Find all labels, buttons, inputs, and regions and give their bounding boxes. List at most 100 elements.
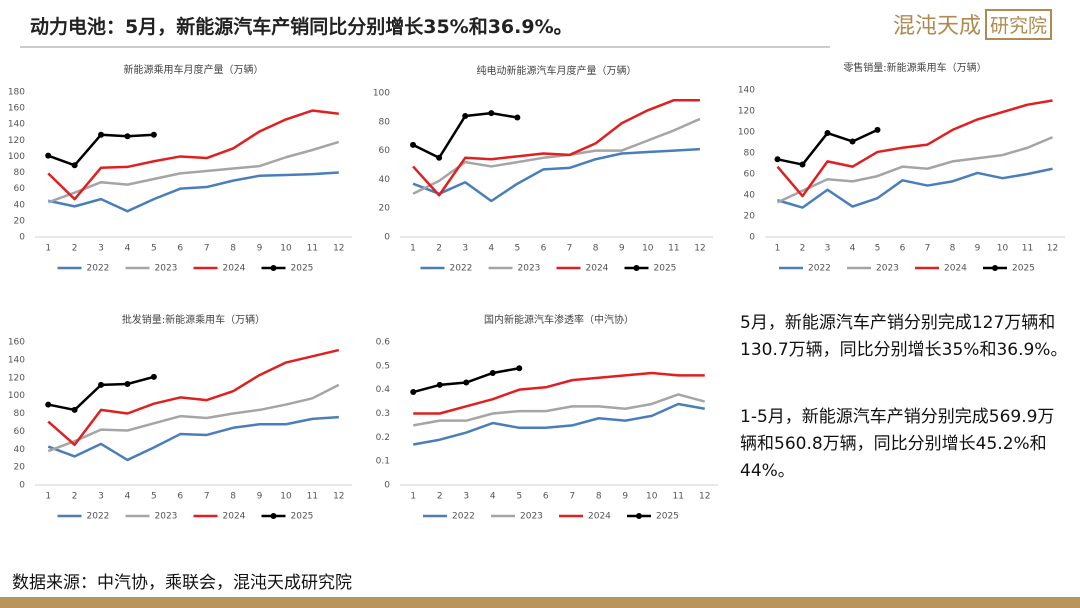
x-tick-label: 11 xyxy=(673,492,684,502)
series-line xyxy=(777,167,1053,209)
series-line xyxy=(47,415,339,462)
legend-marker xyxy=(270,513,277,519)
y-tick-label: 120 xyxy=(738,107,755,117)
y-tick-label: 140 xyxy=(8,355,25,365)
point xyxy=(45,152,52,159)
series-line xyxy=(47,133,154,167)
x-tick-label: 6 xyxy=(900,244,906,254)
chart-title: 新能源乘用车月度产量（万辆） xyxy=(124,63,264,76)
legend-marker xyxy=(992,265,998,271)
point xyxy=(150,373,157,380)
x-tick-label: 5 xyxy=(875,244,881,254)
x-tick-label: 5 xyxy=(516,492,522,502)
x-tick-label: 7 xyxy=(569,492,575,502)
footer-bar xyxy=(0,597,1080,608)
x-tick-label: 1 xyxy=(410,492,416,502)
x-tick-label: 1 xyxy=(45,492,51,502)
x-tick-label: 9 xyxy=(619,244,625,254)
x-tick-label: 4 xyxy=(850,244,856,254)
x-tick-label: 2 xyxy=(437,492,443,502)
point xyxy=(514,114,521,121)
point xyxy=(774,156,781,163)
x-tick-label: 10 xyxy=(642,244,654,254)
point xyxy=(71,162,78,169)
series-line xyxy=(47,171,339,213)
legend-label: 2022 xyxy=(452,512,475,522)
x-tick-label: 3 xyxy=(463,492,469,502)
point xyxy=(824,130,831,137)
x-tick-label: 11 xyxy=(307,492,318,502)
y-tick-label: 80 xyxy=(14,409,26,419)
x-tick-label: 3 xyxy=(462,244,468,254)
x-tick-label: 9 xyxy=(622,492,628,502)
legend-label: 2025 xyxy=(654,264,677,274)
x-tick-label: 7 xyxy=(204,492,210,502)
y-tick-label: 40 xyxy=(14,200,26,210)
x-tick-label: 9 xyxy=(257,244,263,254)
series-line xyxy=(47,140,340,204)
series-line xyxy=(412,117,701,195)
series-line xyxy=(776,136,1053,204)
slide-title: 动力电池：5月，新能源汽车产销同比分别增长35%和36.9%。 xyxy=(30,16,573,38)
point xyxy=(410,141,417,148)
x-tick-label: 10 xyxy=(646,492,658,502)
x-tick-label: 8 xyxy=(230,244,236,254)
point xyxy=(488,110,495,117)
y-tick-label: 40 xyxy=(14,445,26,455)
y-tick-label: 180 xyxy=(8,88,25,98)
point xyxy=(124,133,131,140)
series-line xyxy=(413,371,705,415)
x-tick-label: 2 xyxy=(436,244,442,254)
legend-label: 2022 xyxy=(87,512,110,522)
x-tick-label: 6 xyxy=(177,244,183,254)
y-tick-label: 20 xyxy=(14,216,26,226)
x-tick-label: 6 xyxy=(177,492,183,502)
legend-marker xyxy=(633,265,640,271)
y-tick-label: 100 xyxy=(373,89,390,99)
x-tick-label: 1 xyxy=(45,244,51,254)
point xyxy=(462,113,469,120)
y-tick-label: 120 xyxy=(8,136,25,146)
y-tick-label: 0.4 xyxy=(376,385,391,395)
legend-label: 2022 xyxy=(87,264,110,274)
y-tick-label: 0.5 xyxy=(376,361,390,371)
x-tick-label: 7 xyxy=(567,244,573,254)
note: 5月，新能源汽车产销分别完成127万辆和130.7万辆，同比分别增长35%和36… xyxy=(740,313,1068,360)
point xyxy=(489,369,496,376)
x-tick-label: 4 xyxy=(125,492,131,502)
y-tick-label: 0 xyxy=(19,481,25,491)
chart-title: 国内新能源汽车渗透率（中汽协） xyxy=(484,313,634,326)
y-tick-label: 40 xyxy=(744,191,756,201)
x-tick-label: 7 xyxy=(204,244,210,254)
point xyxy=(71,406,78,413)
x-tick-label: 5 xyxy=(151,244,157,254)
chart-title: 批发销量:新能源乘用车（万辆） xyxy=(122,313,265,326)
x-tick-label: 11 xyxy=(307,244,318,254)
y-tick-label: 80 xyxy=(379,117,391,127)
x-tick-label: 2 xyxy=(72,244,78,254)
y-tick-label: 0 xyxy=(384,481,390,491)
y-tick-label: 160 xyxy=(8,338,25,348)
x-tick-label: 2 xyxy=(800,244,806,254)
legend-label: 2024 xyxy=(588,512,611,522)
y-tick-label: 0.2 xyxy=(376,433,390,443)
y-tick-label: 60 xyxy=(14,184,26,194)
legend-label: 2025 xyxy=(1012,264,1035,274)
x-tick-label: 1 xyxy=(410,244,416,254)
y-tick-label: 0.1 xyxy=(376,457,390,467)
legend-label: 2022 xyxy=(808,264,831,274)
x-tick-label: 5 xyxy=(151,492,157,502)
legend-label: 2022 xyxy=(450,264,473,274)
point xyxy=(98,381,105,388)
x-tick-label: 8 xyxy=(230,492,236,502)
point xyxy=(98,131,105,138)
point xyxy=(124,381,131,388)
legend-label: 2023 xyxy=(155,512,178,522)
y-tick-label: 140 xyxy=(8,120,25,130)
y-tick-label: 120 xyxy=(8,373,25,383)
y-tick-label: 80 xyxy=(744,149,756,159)
series-line xyxy=(776,99,1053,198)
x-tick-label: 12 xyxy=(1047,244,1058,254)
point xyxy=(410,389,417,396)
